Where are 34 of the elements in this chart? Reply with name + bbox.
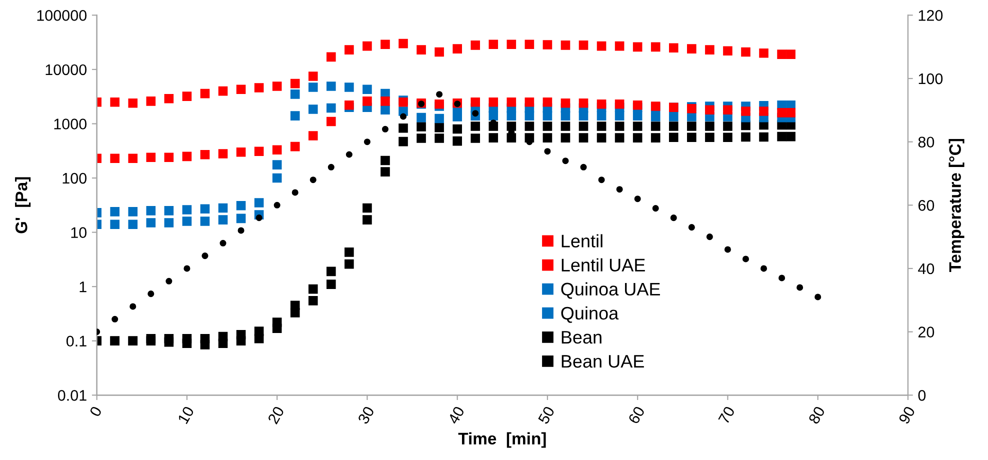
y-tick-label: 10 <box>71 227 87 238</box>
y-tick-label: 1 <box>80 282 86 292</box>
y-axis-title: G' [Pa] <box>15 177 31 234</box>
x-tick-label: 0 <box>89 406 102 418</box>
y-tick-label: 0.1 <box>66 336 86 347</box>
x-tick-label: 70 <box>718 406 736 425</box>
legend-label: Bean UAE <box>562 355 644 368</box>
x-tick-label: 50 <box>538 406 555 425</box>
x-tick-label: 40 <box>447 406 465 425</box>
y-tick-label: 0.01 <box>58 390 86 401</box>
x-tick-label: 90 <box>898 406 916 425</box>
y-tick-label: 10000 <box>46 64 87 76</box>
y2-tick-label: 60 <box>918 200 934 211</box>
legend-label: Lentil UAE <box>562 258 645 272</box>
legend-label: Quinoa UAE <box>561 282 660 299</box>
y2-tick-label: 80 <box>918 136 934 148</box>
y2-tick-label: 120 <box>918 10 943 21</box>
y-tick-label: 1000 <box>54 118 87 130</box>
x-axis-title: Time [min] <box>458 432 546 448</box>
legend-label: Bean <box>562 331 602 344</box>
x-tick-label: 20 <box>267 406 285 425</box>
x-tick-label: 60 <box>628 406 646 425</box>
y2-tick-label: 100 <box>918 73 943 84</box>
x-tick-label: 30 <box>357 406 375 425</box>
legend-label: Quinoa <box>561 306 619 323</box>
y2-axis-title: Temperature [°C] <box>948 139 964 272</box>
x-tick-label: 10 <box>177 406 194 424</box>
y-tick-label: 100 <box>62 172 87 184</box>
x-tick-label: 80 <box>808 406 826 425</box>
y-tick-label: 100000 <box>37 10 87 21</box>
legend-label: Lentil <box>562 234 602 248</box>
y2-tick-label: 0 <box>918 390 926 401</box>
y2-tick-label: 20 <box>918 326 934 338</box>
y2-tick-label: 40 <box>918 263 934 274</box>
